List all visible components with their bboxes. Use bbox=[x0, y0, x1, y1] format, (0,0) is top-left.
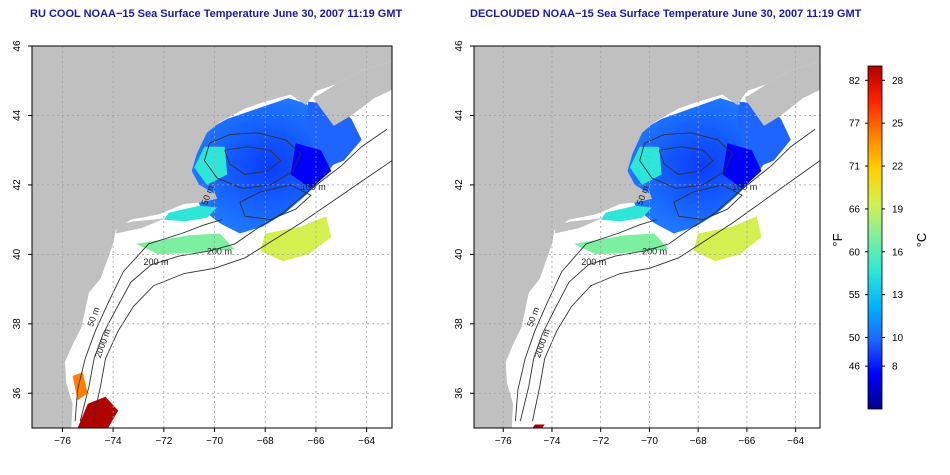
contour-50m bbox=[74, 219, 223, 422]
y-tick-label: 44 bbox=[454, 109, 465, 121]
fahrenheit-axis-label: °F bbox=[830, 233, 845, 246]
slope-warm-patch bbox=[693, 216, 762, 262]
y-tick-label: 38 bbox=[12, 318, 23, 330]
contour-label: 200 m bbox=[207, 246, 232, 256]
colorbar-gradient bbox=[867, 65, 883, 410]
nova-scotia-land bbox=[313, 61, 392, 126]
bathymetry-contours bbox=[514, 128, 820, 422]
fahrenheit-tick-label: 66 bbox=[849, 204, 861, 215]
x-tick-label: −74 bbox=[105, 436, 122, 447]
y-tick-label: 40 bbox=[12, 248, 23, 260]
fahrenheit-tick-label: 50 bbox=[849, 333, 861, 344]
x-tick-label: −68 bbox=[257, 436, 274, 447]
fahrenheit-tick-label: 71 bbox=[849, 162, 861, 173]
x-tick-label: −66 bbox=[738, 436, 755, 447]
contour-200m bbox=[519, 128, 816, 422]
celsius-tick-label: 8 bbox=[892, 362, 898, 373]
contour-50m bbox=[514, 219, 657, 422]
x-tick-label: −76 bbox=[54, 436, 71, 447]
celsius-tick-label: 16 bbox=[892, 247, 904, 258]
contour-2000m bbox=[532, 160, 820, 422]
x-tick-label: −72 bbox=[592, 436, 609, 447]
fahrenheit-tick-label: 77 bbox=[849, 119, 861, 130]
cape-cod-patch bbox=[163, 205, 218, 222]
x-tick-label: −72 bbox=[155, 436, 172, 447]
long-island-land bbox=[115, 217, 167, 234]
y-tick-label: 46 bbox=[12, 40, 23, 52]
cape-cod-patch bbox=[600, 205, 652, 222]
x-tick-label: −64 bbox=[358, 436, 375, 447]
contour-label: 100 m bbox=[301, 182, 326, 192]
contour-label: 100 m bbox=[732, 182, 757, 192]
contour-label: 200 m bbox=[581, 257, 606, 267]
left-map-title: RU COOL NOAA−15 Sea Surface Temperature … bbox=[30, 8, 403, 20]
contour-200m bbox=[79, 128, 388, 422]
lat-lon-grid bbox=[32, 46, 392, 428]
celsius-tick-label: 22 bbox=[892, 162, 904, 173]
celsius-tick-label: 28 bbox=[892, 76, 904, 87]
contour-2000m bbox=[92, 160, 392, 422]
contour-gulf-basin bbox=[639, 132, 733, 189]
y-tick-label: 38 bbox=[454, 318, 465, 330]
x-tick-label: −70 bbox=[206, 436, 223, 447]
slope-warm-patch bbox=[260, 216, 332, 262]
nova-scotia-land bbox=[744, 61, 820, 126]
contour-label: 200 m bbox=[642, 246, 667, 256]
contour-gulf-inner bbox=[224, 146, 282, 175]
x-tick-label: −70 bbox=[641, 436, 658, 447]
celsius-tick-label: 25 bbox=[892, 119, 904, 130]
x-tick-label: −66 bbox=[307, 436, 324, 447]
gulf-of-maine-cool-patch bbox=[627, 98, 777, 234]
fahrenheit-tick-label: 82 bbox=[849, 76, 861, 87]
right-map-title: DECLOUDED NOAA−15 Sea Surface Temperatur… bbox=[470, 8, 862, 20]
celsius-axis-label: °C bbox=[914, 233, 929, 248]
x-tick-label: −74 bbox=[543, 436, 560, 447]
contour-gulf-inner bbox=[658, 146, 714, 175]
y-tick-label: 44 bbox=[12, 109, 23, 121]
y-tick-label: 42 bbox=[12, 179, 23, 191]
lat-lon-grid bbox=[474, 46, 820, 428]
x-tick-label: −68 bbox=[690, 436, 707, 447]
fahrenheit-tick-label: 60 bbox=[849, 247, 861, 258]
fahrenheit-tick-label: 55 bbox=[849, 290, 861, 301]
contour-gulf-basin bbox=[203, 132, 302, 189]
y-tick-label: 46 bbox=[454, 40, 465, 52]
x-tick-label: −64 bbox=[787, 436, 804, 447]
map-frame bbox=[473, 45, 821, 429]
y-tick-label: 42 bbox=[454, 179, 465, 191]
x-tick-label: −76 bbox=[495, 436, 512, 447]
coastal-warm-patch bbox=[194, 146, 228, 185]
temperature-colorbar: 28 82 25 77 22 71 19 66 16 60 13 55 10 50 8 46 °F °C bbox=[830, 65, 929, 410]
coastal-warm-patch bbox=[629, 146, 662, 185]
land-mass bbox=[474, 46, 820, 428]
long-island-land bbox=[554, 217, 604, 234]
bathymetry-contours bbox=[74, 128, 392, 422]
fahrenheit-tick-label: 46 bbox=[849, 362, 861, 373]
gulf-stream-hot-patch bbox=[532, 424, 545, 428]
shelf-warm-patch bbox=[135, 233, 235, 255]
celsius-tick-label: 10 bbox=[892, 333, 904, 344]
y-tick-label: 36 bbox=[454, 387, 465, 399]
celsius-tick-label: 19 bbox=[892, 204, 904, 215]
map-frame bbox=[31, 45, 393, 429]
contour-label: 200 m bbox=[144, 257, 169, 267]
y-tick-label: 40 bbox=[454, 248, 465, 260]
celsius-tick-label: 13 bbox=[892, 290, 904, 301]
contour-georges-bank bbox=[239, 184, 312, 221]
land-mass bbox=[32, 46, 392, 428]
contour-georges-bank bbox=[673, 184, 743, 221]
shelf-warm-patch bbox=[573, 233, 669, 255]
gulf-stream-hot-patch bbox=[77, 396, 119, 428]
y-tick-label: 36 bbox=[12, 387, 23, 399]
